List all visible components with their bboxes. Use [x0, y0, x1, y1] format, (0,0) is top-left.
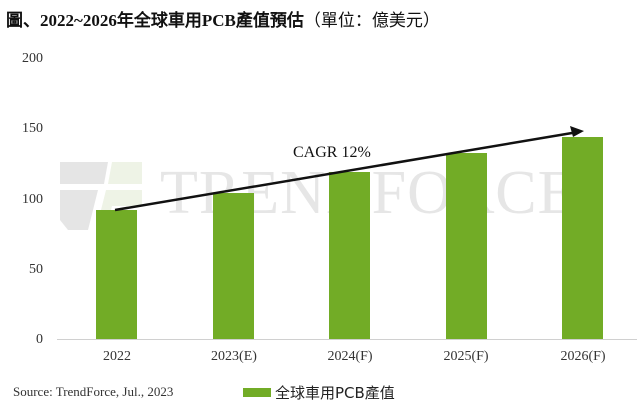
- y-tick-150: 150: [22, 121, 43, 136]
- legend-swatch: [243, 388, 271, 397]
- bar-2025f: [446, 152, 487, 339]
- x-tick-2023e: 2023(E): [211, 349, 257, 364]
- cagr-annotation: CAGR 12%: [293, 144, 371, 161]
- x-tick-2024f: 2024(F): [327, 349, 373, 364]
- y-tick-100: 100: [22, 192, 43, 207]
- y-tick-50: 50: [29, 262, 43, 277]
- bar-2026f: [562, 136, 603, 339]
- bar-2024f: [329, 171, 370, 339]
- legend-label: 全球車用PCB產值: [275, 384, 395, 402]
- chart-title: 圖、2022~2026年全球車用PCB產值預估（單位：億美元）: [6, 6, 440, 31]
- x-axis-line: [57, 339, 637, 340]
- chart-title-main: 圖、2022~2026年全球車用PCB產值預估: [6, 11, 304, 30]
- y-tick-200: 200: [22, 51, 43, 66]
- x-tick-2025f: 2025(F): [443, 349, 489, 364]
- legend: 全球車用PCB產值: [243, 382, 395, 403]
- bar-2022: [96, 209, 137, 339]
- source-note: Source: TrendForce, Jul., 2023: [13, 384, 174, 399]
- chart-title-unit: （單位：億美元）: [303, 11, 440, 30]
- x-tick-2022: 2022: [103, 349, 131, 364]
- bar-2023e: [213, 192, 254, 339]
- y-tick-0: 0: [36, 332, 43, 347]
- x-tick-2026f: 2026(F): [560, 349, 606, 364]
